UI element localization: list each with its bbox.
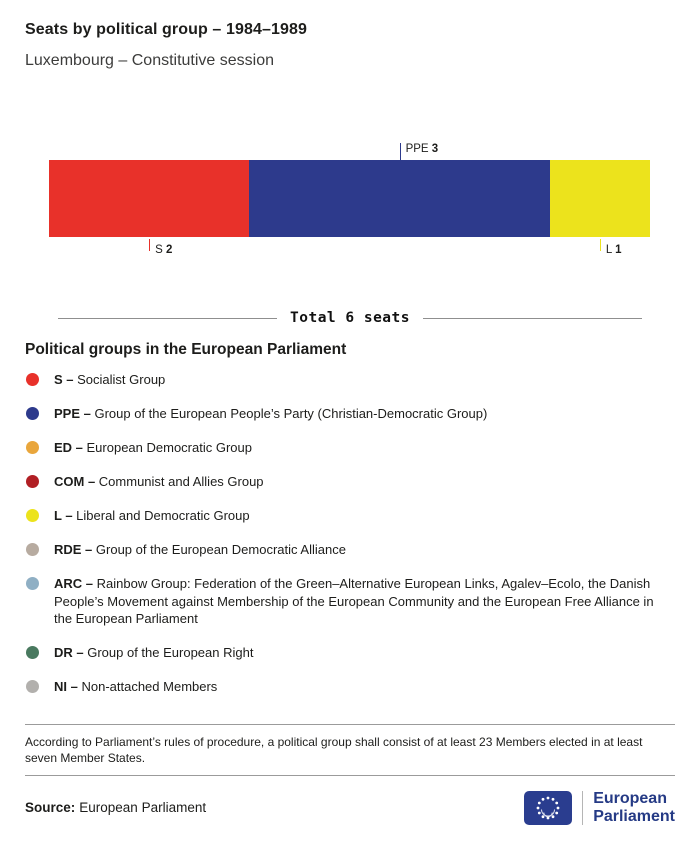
bar-labels-above: PPE 3: [49, 143, 650, 160]
legend-color-dot: [26, 680, 39, 693]
seat-count-text: S 2: [155, 244, 173, 256]
infographic-page: Seats by political group – 1984–1989 Lux…: [25, 21, 675, 826]
legend-item-ed: ED – European Democratic Group: [25, 439, 675, 457]
bar-segment-l: [549, 160, 650, 237]
logo-line2: Parliament: [593, 807, 675, 825]
legend-item-dr: DR – Group of the European Right: [25, 644, 675, 662]
page-title: Seats by political group – 1984–1989: [25, 21, 307, 38]
source-line: Source: European Parliament: [25, 800, 206, 815]
legend-color-dot: [26, 577, 39, 590]
logo-line1: European: [593, 789, 667, 807]
footnote-block: According to Parliament’s rules of proce…: [25, 723, 675, 776]
seat-count-text: PPE 3: [405, 143, 439, 155]
source-value: European Parliament: [79, 800, 207, 815]
legend-label: ED – European Democratic Group: [54, 440, 252, 455]
legend-color-dot: [26, 646, 39, 659]
seat-count-label-ppe: PPE 3: [399, 143, 439, 160]
legend-item-com: COM – Communist and Allies Group: [25, 473, 675, 491]
eu-flag-icon: [524, 790, 573, 825]
legend-color-dot: [26, 373, 39, 386]
legend-item-ni: NI – Non-attached Members: [25, 678, 675, 696]
seats-chart: PPE 3 S 2 L 1: [49, 143, 650, 257]
legend-label: COM – Communist and Allies Group: [54, 474, 264, 489]
legend-color-dot: [26, 475, 39, 488]
page-subtitle: Luxembourg – Constitutive session: [25, 52, 275, 69]
footnote-text: According to Parliament’s rules of proce…: [25, 734, 643, 766]
logo-wordmark: European Parliament: [593, 790, 675, 826]
divider-line-right: [423, 317, 642, 319]
legend-color-dot: [26, 441, 39, 454]
european-parliament-logo: European Parliament: [524, 790, 675, 826]
legend-item-ppe: PPE – Group of the European People’s Par…: [25, 405, 675, 423]
legend-label: ARC – Rainbow Group: Federation of the G…: [54, 576, 654, 626]
seat-count-label-l: L 1: [599, 239, 622, 257]
legend-item-s: S – Socialist Group: [25, 371, 675, 389]
divider-line-left: [58, 317, 277, 319]
total-divider: Total 6 seats: [58, 309, 642, 327]
tick-mark: [599, 239, 601, 251]
legend-color-dot: [26, 543, 39, 556]
legend-label: PPE – Group of the European People’s Par…: [54, 406, 488, 421]
legend-label: DR – Group of the European Right: [54, 645, 254, 660]
legend-heading: Political groups in the European Parliam…: [25, 341, 347, 358]
legend-color-dot: [26, 509, 39, 522]
legend-item-rde: RDE – Group of the European Democratic A…: [25, 541, 675, 559]
legend-color-dot: [26, 407, 39, 420]
total-seats-label: Total 6 seats: [290, 310, 410, 326]
stacked-bar: [49, 160, 650, 237]
logo-divider: [582, 790, 584, 825]
legend-label: L – Liberal and Democratic Group: [54, 508, 250, 523]
bar-segment-ppe: [249, 160, 550, 237]
legend-label: RDE – Group of the European Democratic A…: [54, 542, 346, 557]
source-label: Source:: [25, 800, 76, 815]
tick-mark: [399, 143, 401, 160]
tick-mark: [149, 239, 151, 251]
seat-count-label-s: S 2: [149, 239, 172, 257]
bar-labels-below: S 2 L 1: [49, 237, 650, 257]
legend-list: S – Socialist Group PPE – Group of the Eu…: [25, 371, 675, 696]
bottom-bar: Source: European Parliament: [25, 790, 675, 826]
legend-label: NI – Non-attached Members: [54, 679, 218, 694]
legend-label: S – Socialist Group: [54, 372, 166, 387]
legend-item-arc: ARC – Rainbow Group: Federation of the G…: [25, 575, 675, 628]
bar-segment-s: [49, 160, 250, 237]
seat-count-text: L 1: [605, 244, 622, 256]
legend-item-l: L – Liberal and Democratic Group: [25, 507, 675, 525]
